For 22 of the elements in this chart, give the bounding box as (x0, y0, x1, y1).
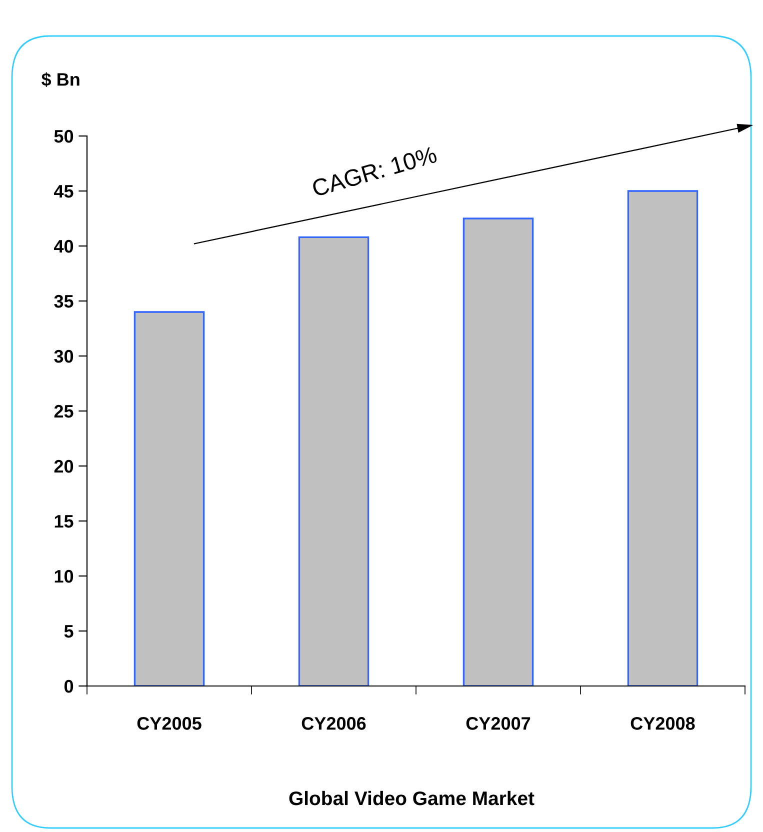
y-tick-label: 30 (54, 350, 74, 363)
y-tick-label: 45 (54, 185, 74, 198)
y-tick-label: 50 (54, 130, 74, 143)
text: Global Video Game Market (289, 790, 534, 806)
y-tick-label: 0 (64, 680, 74, 693)
x-tick-label: CY2006 (302, 717, 366, 730)
y-tick-label: 10 (54, 570, 74, 583)
x-tick-label: CY2008 (630, 717, 695, 730)
bar (298, 236, 370, 686)
bar (134, 311, 205, 686)
y-tick-label: 20 (54, 460, 74, 473)
y-tick-label: 25 (54, 404, 74, 418)
annotation: CAGR: 10% (311, 146, 438, 197)
bar (462, 218, 534, 686)
y-tick-label: 5 (64, 625, 74, 638)
x-tick-label: CY2007 (466, 717, 530, 730)
y-tick-label: 35 (54, 294, 74, 308)
bar (627, 190, 698, 686)
y-tick-label: 15 (54, 515, 74, 528)
y-axis-title: $ Bn (42, 72, 80, 88)
y-tick-label: 40 (54, 240, 74, 253)
x-tick-label: CY2005 (137, 717, 202, 730)
